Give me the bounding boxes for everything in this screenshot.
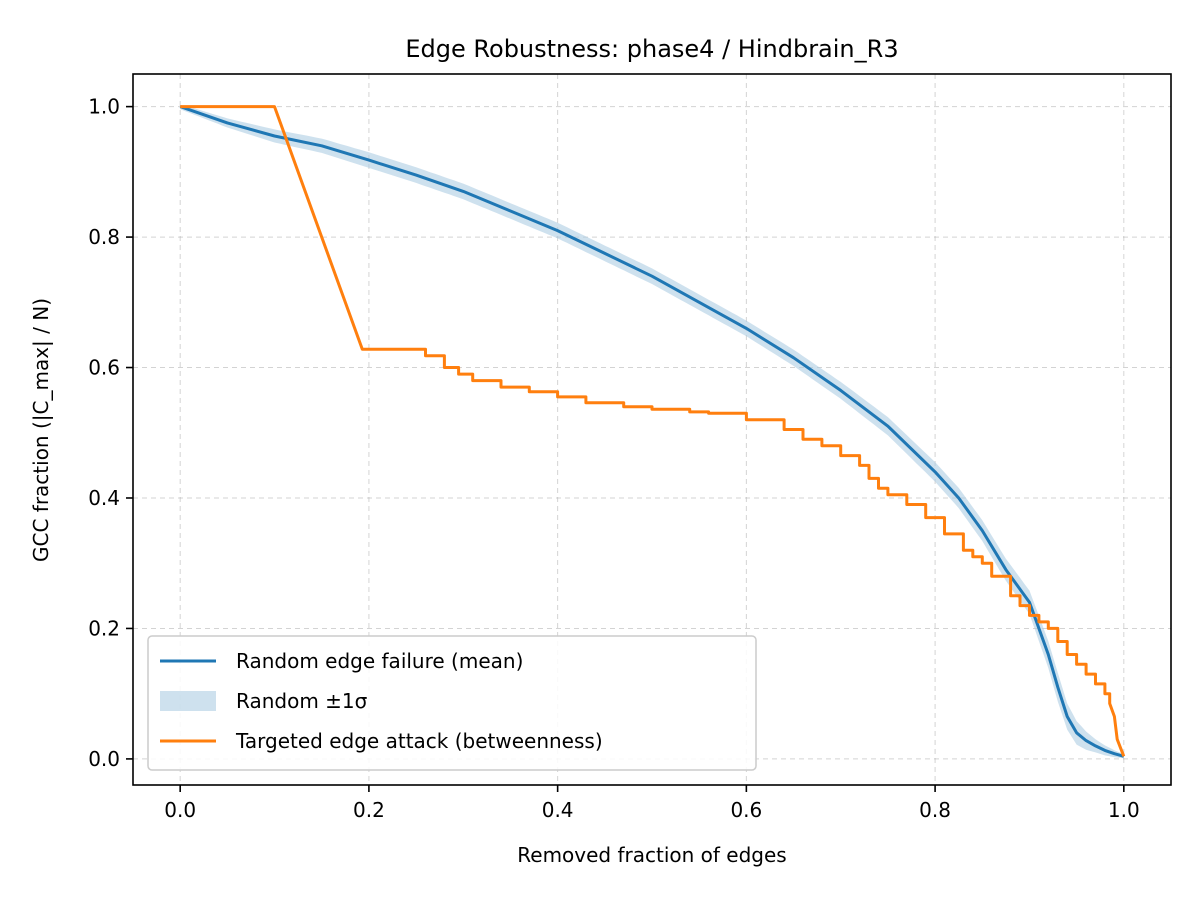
legend-frame	[147, 635, 757, 771]
series-random-mean-line	[179, 105, 1125, 758]
legend-label-random-band: Random ±1σ	[236, 689, 368, 713]
grid-layer	[133, 74, 1171, 785]
legend-label-random-mean: Random edge failure (mean)	[236, 649, 523, 673]
y-tick-label: 0.8	[88, 225, 120, 249]
y-tick-label: 0.2	[88, 616, 120, 640]
x-tick-label: 0.8	[919, 798, 951, 822]
x-tick-label: 0.2	[353, 798, 385, 822]
series-targeted-line	[180, 105, 1126, 757]
x-tick-label: 0.6	[730, 798, 762, 822]
legend-swatch-random-band	[160, 691, 216, 711]
legend-label-targeted: Targeted edge attack (betweenness)	[235, 729, 603, 753]
y-tick-label: 0.0	[88, 747, 120, 771]
x-tick-label: 0.4	[542, 798, 574, 822]
legend: Random edge failure (mean) Random ±1σ Ta…	[147, 635, 757, 771]
axes-layer: 0.0 0.2 0.4 0.6 0.8 1.0 0.0 0.2 0.4 0.6 0.8 1.0	[88, 73, 1172, 822]
y-axis-label: GCC fraction (|C_max| / N)	[29, 298, 53, 562]
y-tick-label: 0.6	[88, 356, 120, 380]
x-tick-label: 1.0	[1108, 798, 1140, 822]
y-tick-label: 0.4	[88, 486, 120, 510]
plot-frame	[132, 73, 1172, 786]
line-layer	[179, 105, 1126, 758]
x-tick-label: 0.0	[164, 798, 196, 822]
x-axis-label: Removed fraction of edges	[517, 843, 786, 867]
y-tick-label: 1.0	[88, 95, 120, 119]
chart-title: Edge Robustness: phase4 / Hindbrain_R3	[405, 35, 898, 63]
